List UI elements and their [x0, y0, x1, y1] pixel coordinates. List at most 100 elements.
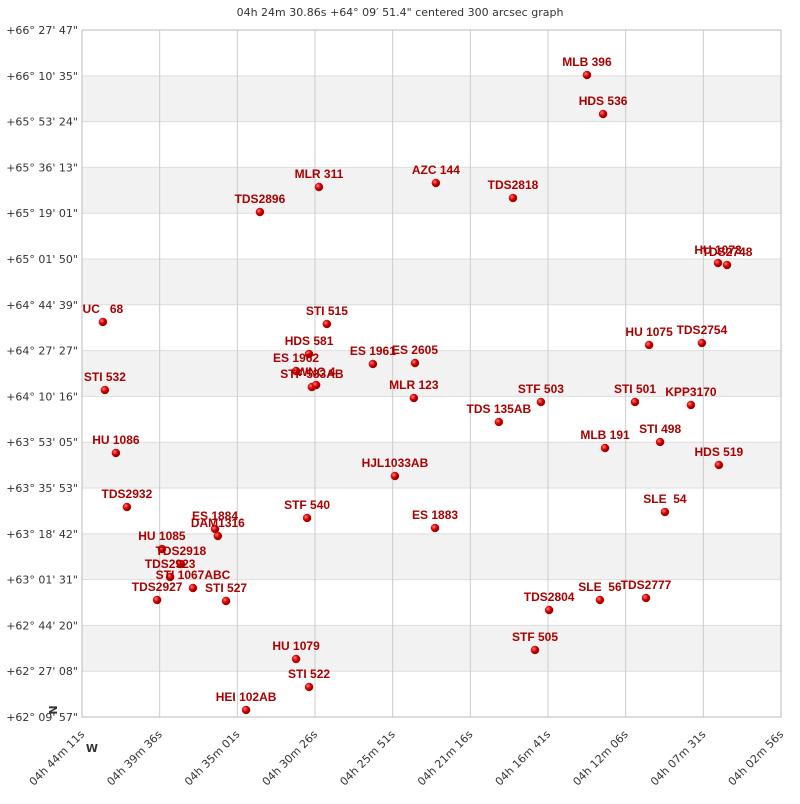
y-tick-label: +64° 10' 16": [6, 390, 78, 403]
star-label: TDS2896: [235, 192, 286, 206]
star-label: HJL1033AB: [362, 456, 429, 470]
star-point: [600, 443, 610, 453]
star-label: HU 1086: [92, 433, 140, 447]
star-label: ES 1883: [412, 508, 458, 522]
y-tick-label: +65° 36' 13": [6, 161, 78, 174]
star-point: [508, 193, 518, 203]
star-label: TDS2918: [155, 544, 206, 558]
y-tick-label: +65° 19' 01": [6, 207, 78, 220]
grid-band: [82, 167, 781, 214]
star-label: HU 1073: [694, 243, 742, 257]
star-point: [536, 397, 546, 407]
star-label: MLR 123: [389, 378, 439, 392]
star-point: [188, 583, 198, 593]
star-point: [494, 417, 504, 427]
star-label: MLR 311: [295, 167, 344, 181]
star-label: HU 1075: [625, 325, 673, 339]
x-tick-label: 04h 02m 56s: [726, 728, 787, 789]
y-tick-label: +63° 53' 05": [6, 436, 78, 449]
star-point: [655, 437, 665, 447]
star-point: [409, 393, 419, 403]
star-point: [311, 380, 321, 390]
y-tick-label: +63° 01' 31": [6, 574, 78, 587]
star-point: [713, 258, 723, 268]
star-label: STI 515: [306, 304, 348, 318]
y-tick-label: +65° 53' 24": [6, 116, 78, 129]
star-label: TDS2804: [524, 590, 575, 604]
star-label: HDS 581: [285, 334, 334, 348]
star-point: [165, 572, 175, 582]
x-tick-label: 04h 25m 51s: [337, 728, 398, 789]
star-point: [152, 595, 162, 605]
star-point: [304, 349, 314, 359]
star-point: [697, 338, 707, 348]
star-point: [686, 400, 696, 410]
star-point: [722, 260, 732, 270]
star-point: [100, 385, 110, 395]
star-point: [98, 317, 108, 327]
star-label: ES 1962: [273, 351, 319, 365]
star-label: MLB 191: [580, 428, 630, 442]
star-point: [430, 523, 440, 533]
star-point: [598, 109, 608, 119]
plot-frame: [81, 29, 782, 718]
star-point: [641, 593, 651, 603]
compass-west: W: [86, 742, 98, 755]
star-label: TDS2923: [145, 557, 196, 571]
x-tick-label: 04h 12m 06s: [570, 728, 631, 789]
star-point: [644, 340, 654, 350]
star-point: [221, 596, 231, 606]
star-label: TDS2927: [132, 580, 183, 594]
star-label: TDS 135AB: [467, 402, 532, 416]
star-label: TDS2932: [102, 487, 153, 501]
y-tick-label: +65° 01' 50": [6, 253, 78, 266]
star-point: [368, 359, 378, 369]
star-label: HU 1079: [272, 639, 320, 653]
star-label: ES 1961: [350, 344, 396, 358]
grid-band: [82, 259, 781, 305]
star-label: HEI 102AB: [216, 690, 277, 704]
star-label: STF 503: [518, 382, 564, 396]
star-label: MLB 396: [562, 55, 612, 69]
star-point: [630, 397, 640, 407]
grid-band: [82, 442, 781, 489]
star-label: STF 533AB: [280, 367, 344, 381]
star-label: DAM1316: [191, 516, 245, 530]
star-point: [176, 559, 186, 569]
star-label: STI 498: [639, 422, 681, 436]
y-tick-label: +62° 44' 20": [6, 619, 78, 632]
star-label: TDS2748: [702, 245, 753, 259]
star-point: [213, 531, 223, 541]
x-tick-label: 04h 35m 01s: [182, 728, 243, 789]
star-label: UC 68: [83, 302, 124, 316]
x-tick-label: 04h 39m 36s: [104, 728, 165, 789]
grid-band: [82, 533, 781, 580]
y-tick-label: +66° 10' 35": [6, 70, 78, 83]
grid-band: [82, 350, 781, 397]
x-tick-label: 04h 16m 41s: [493, 728, 554, 789]
star-label: TDS2818: [488, 178, 539, 192]
star-point: [595, 595, 605, 605]
star-label: TDS2777: [621, 578, 672, 592]
star-label: ES 2605: [392, 343, 438, 357]
chart-title: 04h 24m 30.86s +64° 09′ 51.4" centered 3…: [237, 6, 564, 19]
star-label: STF 540: [284, 498, 330, 512]
y-tick-label: +63° 35' 53": [6, 482, 78, 495]
y-tick-label: +62° 27' 08": [6, 665, 78, 678]
star-label: STF 505: [512, 630, 558, 644]
star-label: SLE 54: [643, 492, 687, 506]
y-tick-label: +62° 09' 57": [6, 711, 78, 724]
star-point: [111, 448, 121, 458]
star-label: HDS 536: [579, 94, 628, 108]
star-point: [122, 502, 132, 512]
star-point: [431, 178, 441, 188]
grid-band: [82, 75, 781, 122]
star-point: [302, 513, 312, 523]
star-label: STI 501: [614, 382, 656, 396]
star-label: HDS 519: [695, 445, 744, 459]
x-tick-label: 04h 21m 16s: [415, 728, 476, 789]
star-label: AZC 144: [412, 163, 460, 177]
star-point: [714, 460, 724, 470]
star-label: WNC 4: [297, 365, 336, 379]
